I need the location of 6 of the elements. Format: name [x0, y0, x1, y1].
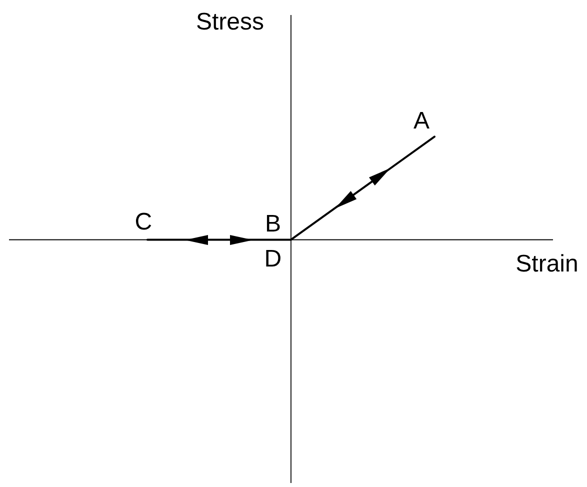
annotation: C — [134, 208, 152, 236]
y-axis-title: Stress — [196, 8, 264, 36]
text: A — [413, 107, 430, 134]
text: D — [264, 245, 282, 272]
annotation: B — [264, 210, 281, 238]
x-axis-title: Strain — [516, 250, 578, 278]
